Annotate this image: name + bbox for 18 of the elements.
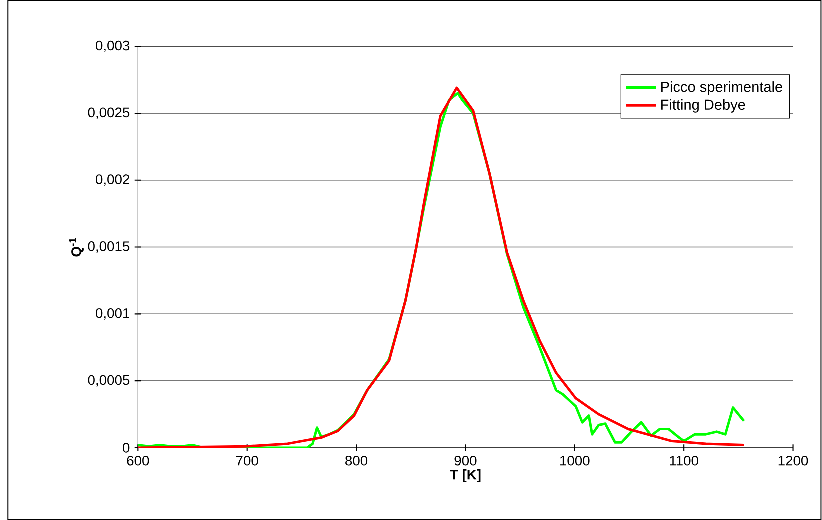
- y-tick-label: 0,002: [96, 174, 130, 186]
- x-tick-label: 800: [346, 456, 368, 466]
- y-tick-label: 0,003: [96, 40, 130, 52]
- x-axis-title: T [K]: [450, 469, 481, 482]
- y-tick-label: 0: [123, 442, 130, 453]
- y-axis-title: Q$^{-1}$: [69, 238, 84, 257]
- y-tick-label: 0,0025: [88, 108, 130, 120]
- legend-label: Fitting Debye: [662, 99, 746, 113]
- x-tick-label: 1100: [670, 456, 698, 466]
- y-tick-label: 0,001: [96, 308, 130, 320]
- x-tick-label: 1000: [560, 456, 590, 466]
- x-tick-label: 600: [127, 456, 150, 466]
- y-tick-label: 0,0015: [88, 241, 130, 253]
- legend-label: Picco sperimentale: [662, 81, 782, 95]
- x-tick-label: 700: [236, 456, 258, 466]
- x-tick-label: 900: [454, 456, 477, 466]
- y-tick-label: 0,0005: [88, 375, 130, 387]
- x-tick-label: 1200: [778, 456, 808, 466]
